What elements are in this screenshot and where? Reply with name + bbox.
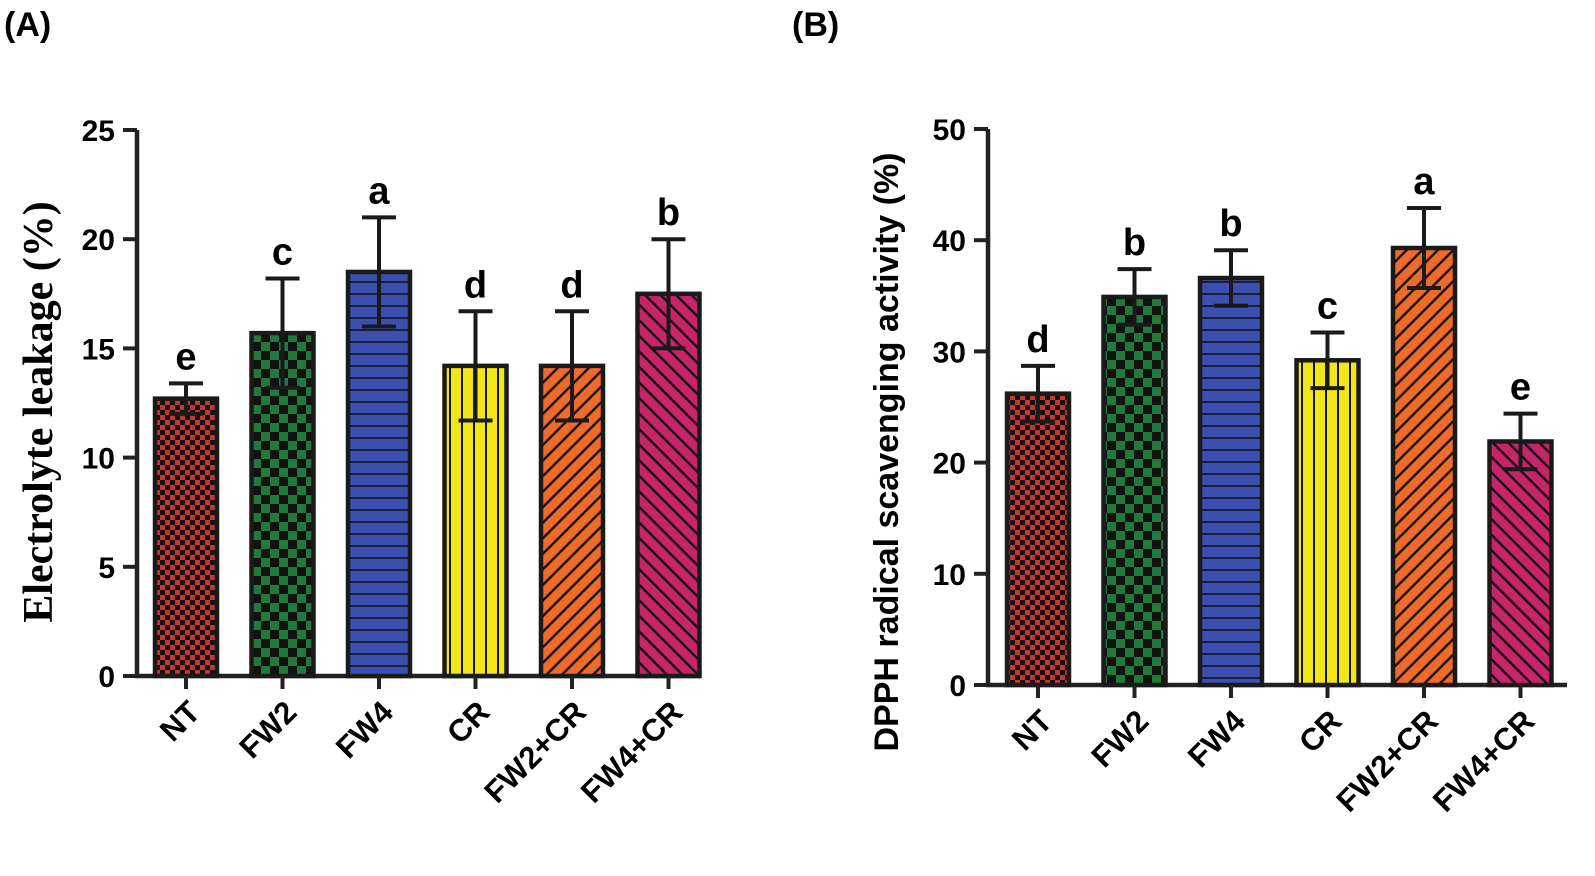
panel-a-category-label: FW4 (329, 694, 401, 766)
panel-b-category-label: FW2+CR (1329, 703, 1444, 818)
panel-a-significance-letter: c (272, 232, 293, 274)
panel-a-significance-letter: d (464, 264, 487, 306)
panel-b-significance-letter: e (1510, 367, 1531, 409)
panel-a-y-tick-label: 25 (82, 115, 115, 148)
panel-a-bar (249, 330, 316, 679)
panel-a-y-tick-label: 20 (82, 224, 115, 257)
panel-a-significance-letter: b (657, 192, 680, 234)
panel-b-category-label: FW4+CR (1426, 703, 1541, 818)
panel-b-y-tick-label: 10 (933, 559, 966, 592)
panel-b-significance-letter: a (1413, 161, 1435, 203)
panel-b-bar (1487, 439, 1554, 688)
panel-b-dpph-activity: (B) DPPH radical scavenging activity (%)… (792, 6, 1567, 819)
panel-a-category-label: NT (153, 694, 207, 748)
panel-b-significance-letter: b (1219, 203, 1242, 245)
panel-a-significance-letter: d (560, 264, 583, 306)
panel-a-significance-letter: a (368, 170, 390, 212)
panel-b-y-tick-label: 40 (933, 225, 966, 258)
panel-a-y-tick-label: 0 (98, 661, 115, 694)
panel-b-y-tick-label: 0 (949, 670, 966, 703)
panel-a-bar (152, 396, 220, 679)
panel-a-label: (A) (4, 6, 51, 44)
panel-b-y-tick-label: 20 (933, 448, 966, 481)
panel-b-bar (1101, 294, 1168, 688)
panel-a-y-tick-label: 5 (98, 552, 115, 585)
panel-a-y-tick-label: 10 (82, 443, 115, 476)
panel-a-category-label: FW2 (232, 694, 303, 765)
panel-b-category-label: FW2 (1084, 703, 1155, 774)
panel-b-y-tick-label: 30 (933, 336, 966, 369)
panel-a-category-label: FW2+CR (477, 694, 592, 809)
panel-b-y-axis-label: DPPH radical scavenging activity (%) (868, 153, 906, 752)
panel-a-electrolyte-leakage: (A) Electrolyte leakage (%) 0 5 10 15 20 25 e N… (4, 6, 702, 810)
panel-b-category-label: FW4 (1181, 703, 1253, 775)
panel-a-category-label: FW4+CR (574, 694, 689, 809)
panel-a-significance-letter: e (175, 336, 196, 378)
panel-a-y-axis-label: Electrolyte leakage (%) (16, 201, 62, 622)
panel-a-bar (635, 291, 702, 679)
panel-b-bar (1004, 391, 1072, 688)
panel-a-y-tick-label: 15 (82, 333, 115, 366)
panel-b-bar (1390, 245, 1458, 688)
panel-a-bar (345, 269, 413, 679)
panel-b-significance-letter: d (1026, 319, 1049, 361)
panel-b-bar (1294, 358, 1361, 688)
panel-b-label: (B) (792, 6, 839, 44)
panel-b-bar (1197, 275, 1265, 688)
panel-b-y-tick-label: 50 (933, 114, 966, 147)
panel-a-category-label: CR (440, 694, 496, 750)
panel-b-significance-letter: b (1123, 222, 1146, 264)
panel-b-significance-letter: c (1317, 285, 1338, 327)
panel-b-category-label: CR (1292, 703, 1348, 759)
panel-b-category-label: NT (1005, 703, 1059, 757)
